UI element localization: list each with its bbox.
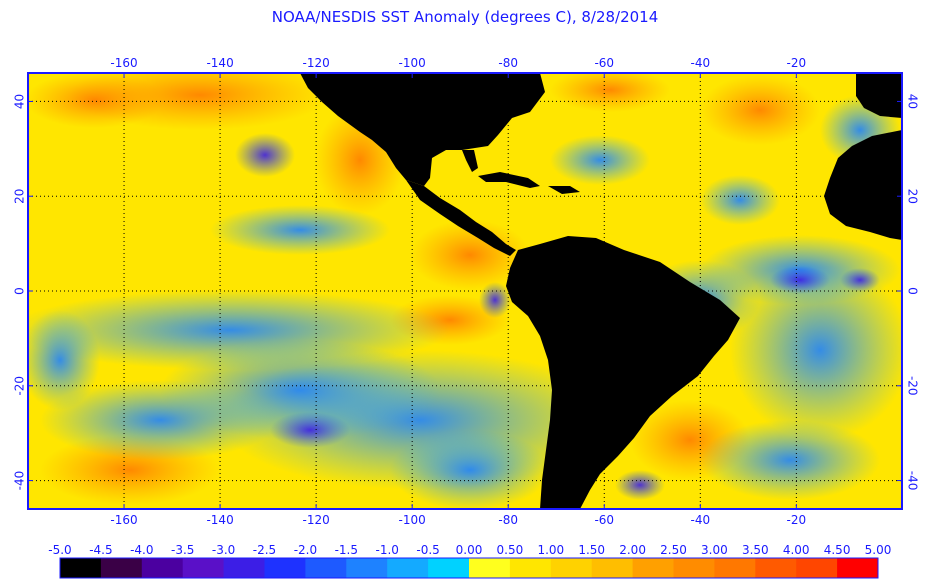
colorbar-label: 2.50 [660, 543, 687, 557]
lat-label-left: 20 [13, 189, 27, 204]
colorbar-label: 3.00 [701, 543, 728, 557]
lat-label-right: 0 [906, 287, 920, 295]
colorbar-label: 0.00 [456, 543, 483, 557]
hispaniola [548, 186, 580, 194]
colorbar-swatch [591, 558, 634, 578]
colorbar-swatch [305, 558, 347, 578]
colorbar-swatch [223, 558, 265, 578]
colorbar-swatch [673, 558, 715, 578]
lon-label-bottom: -160 [110, 513, 137, 527]
colorbar-swatch [141, 558, 184, 578]
colorbar-swatch [387, 558, 429, 578]
south-america [506, 236, 740, 509]
colorbar-swatch [550, 558, 593, 578]
colorbar-swatch [60, 558, 102, 578]
colorbar-swatch [632, 558, 674, 578]
axis-ticks: -160 -160 -140 -140 -120 -120 -100 -100 -80 -80 -6… [13, 56, 920, 527]
colorbar-label: 4.00 [783, 543, 810, 557]
lon-label-top: -40 [691, 56, 711, 70]
colorbar-label: 3.50 [742, 543, 769, 557]
colorbar-swatch [469, 558, 511, 578]
colorbar-label: 4.50 [824, 543, 851, 557]
lon-label-top: -20 [787, 56, 807, 70]
lon-label-bottom: -120 [303, 513, 330, 527]
colorbar-swatch [714, 558, 756, 578]
colorbar-label: 5.00 [865, 543, 892, 557]
lat-label-left: 0 [13, 287, 27, 295]
lon-label-top: -60 [594, 56, 614, 70]
colorbar-swatch [182, 558, 225, 578]
lat-label-left: -40 [13, 471, 27, 491]
north-america [300, 73, 545, 186]
lon-label-bottom: -100 [399, 513, 426, 527]
lon-label-bottom: -140 [206, 513, 233, 527]
colorbar-label: 0.50 [497, 543, 524, 557]
colorbar-label: -3.5 [171, 543, 194, 557]
lat-label-right: -20 [906, 376, 920, 396]
lon-label-top: -160 [110, 56, 137, 70]
lat-label-left: 40 [13, 94, 27, 109]
colorbar-label: -2.0 [294, 543, 317, 557]
colorbar-swatch [796, 558, 838, 578]
colorbar-swatch [755, 558, 797, 578]
cuba [478, 172, 540, 188]
lon-label-top: -80 [498, 56, 518, 70]
colorbar: -5.0 -4.5 -4.0 -3.5 -3.0 -2.5 -2.0 -1.5 -1.0 -0.5… [48, 543, 892, 579]
lon-label-bottom: -40 [691, 513, 711, 527]
colorbar-label: -4.5 [89, 543, 112, 557]
colorbar-label: -5.0 [48, 543, 71, 557]
lon-label-bottom: -80 [498, 513, 518, 527]
cool-anomaly-areas [28, 95, 902, 509]
europe [856, 73, 902, 118]
colorbar-swatch [837, 558, 879, 578]
lat-label-right: 40 [906, 94, 920, 109]
africa [824, 130, 902, 240]
colorbar-label: -0.5 [416, 543, 439, 557]
colorbar-swatch [264, 558, 306, 578]
lon-label-bottom: -60 [594, 513, 614, 527]
land [300, 73, 902, 509]
colorbar-label: -1.0 [375, 543, 398, 557]
colorbar-label: -1.5 [335, 543, 358, 557]
lat-label-left: -20 [13, 376, 27, 396]
lon-label-top: -140 [206, 56, 233, 70]
colorbar-label: -2.5 [253, 543, 276, 557]
graticule [28, 73, 902, 509]
colorbar-swatch [428, 558, 470, 578]
colorbar-frame [59, 557, 879, 579]
lat-label-right: -40 [906, 471, 920, 491]
strong-cool-spots [235, 133, 880, 500]
colorbar-label: 1.00 [537, 543, 564, 557]
central-america [406, 180, 516, 256]
colorbar-label: 1.50 [578, 543, 605, 557]
colorbar-swatch [346, 558, 388, 578]
colorbar-swatch [509, 558, 552, 578]
sst-field [28, 73, 902, 509]
colorbar-label: 2.00 [619, 543, 646, 557]
lat-label-right: 20 [906, 189, 920, 204]
lon-label-top: -100 [399, 56, 426, 70]
colorbar-label: -3.0 [212, 543, 235, 557]
lon-label-top: -120 [303, 56, 330, 70]
colorbar-swatch [100, 558, 143, 578]
lon-label-bottom: -20 [787, 513, 807, 527]
map-title: NOAA/NESDIS SST Anomaly (degrees C), 8/2… [272, 8, 659, 26]
florida [462, 150, 478, 172]
colorbar-label: -4.0 [130, 543, 153, 557]
